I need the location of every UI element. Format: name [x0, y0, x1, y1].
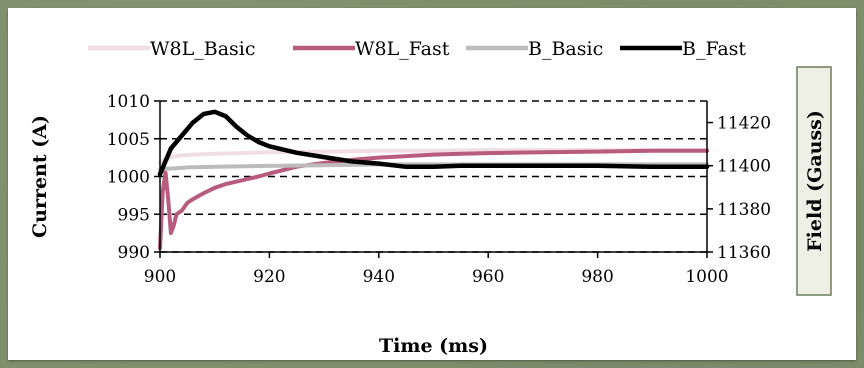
y2-tick-label: 11400	[717, 157, 771, 177]
tick-labels: 990 995 1000 1005 1010 11360 11380 11400 11420 90…	[107, 92, 771, 287]
y-tick-label: 995	[118, 205, 150, 225]
x-axis-title: Time (ms)	[379, 335, 488, 357]
y2-tick-label: 11420	[717, 114, 771, 134]
y2-tick-label: 11360	[717, 243, 771, 263]
y-tick-label: 990	[118, 243, 150, 263]
legend-label: B_Basic	[528, 38, 603, 60]
x-tick-label: 940	[363, 267, 395, 287]
y2-axis-title-box	[796, 66, 832, 296]
line-chart: W8L_Basic W8L_Fast B_Basic B_Fast 990 995 100…	[29, 38, 832, 357]
y2-axis-title: Field (Gauss)	[804, 110, 826, 252]
x-tick-label: 960	[472, 267, 504, 287]
x-tick-label: 1000	[685, 267, 728, 287]
x-tick-label: 900	[144, 267, 176, 287]
x-tick-label: 920	[253, 267, 285, 287]
y-axis-title: Current (A)	[29, 115, 51, 238]
y-tick-label: 1010	[107, 92, 150, 112]
y-tick-label: 1000	[107, 168, 150, 188]
y-tick-label: 1005	[107, 130, 150, 150]
series-layer	[157, 109, 710, 251]
legend-label: W8L_Basic	[150, 38, 256, 60]
legend-label: B_Fast	[682, 38, 746, 60]
legend-label: W8L_Fast	[355, 38, 450, 60]
x-tick-label: 980	[581, 267, 613, 287]
series-line-w8l-fast	[158, 148, 709, 251]
grid-lines	[160, 100, 707, 253]
y2-tick-label: 11380	[717, 200, 771, 220]
axis-titles: Time (ms) Current (A) Field (Gauss)	[29, 66, 832, 357]
legend: W8L_Basic W8L_Fast B_Basic B_Fast	[88, 38, 746, 60]
chart-panel: W8L_Basic W8L_Fast B_Basic B_Fast 990 995 100…	[8, 8, 856, 360]
axes	[154, 100, 713, 258]
series-line-b-fast	[157, 109, 710, 177]
